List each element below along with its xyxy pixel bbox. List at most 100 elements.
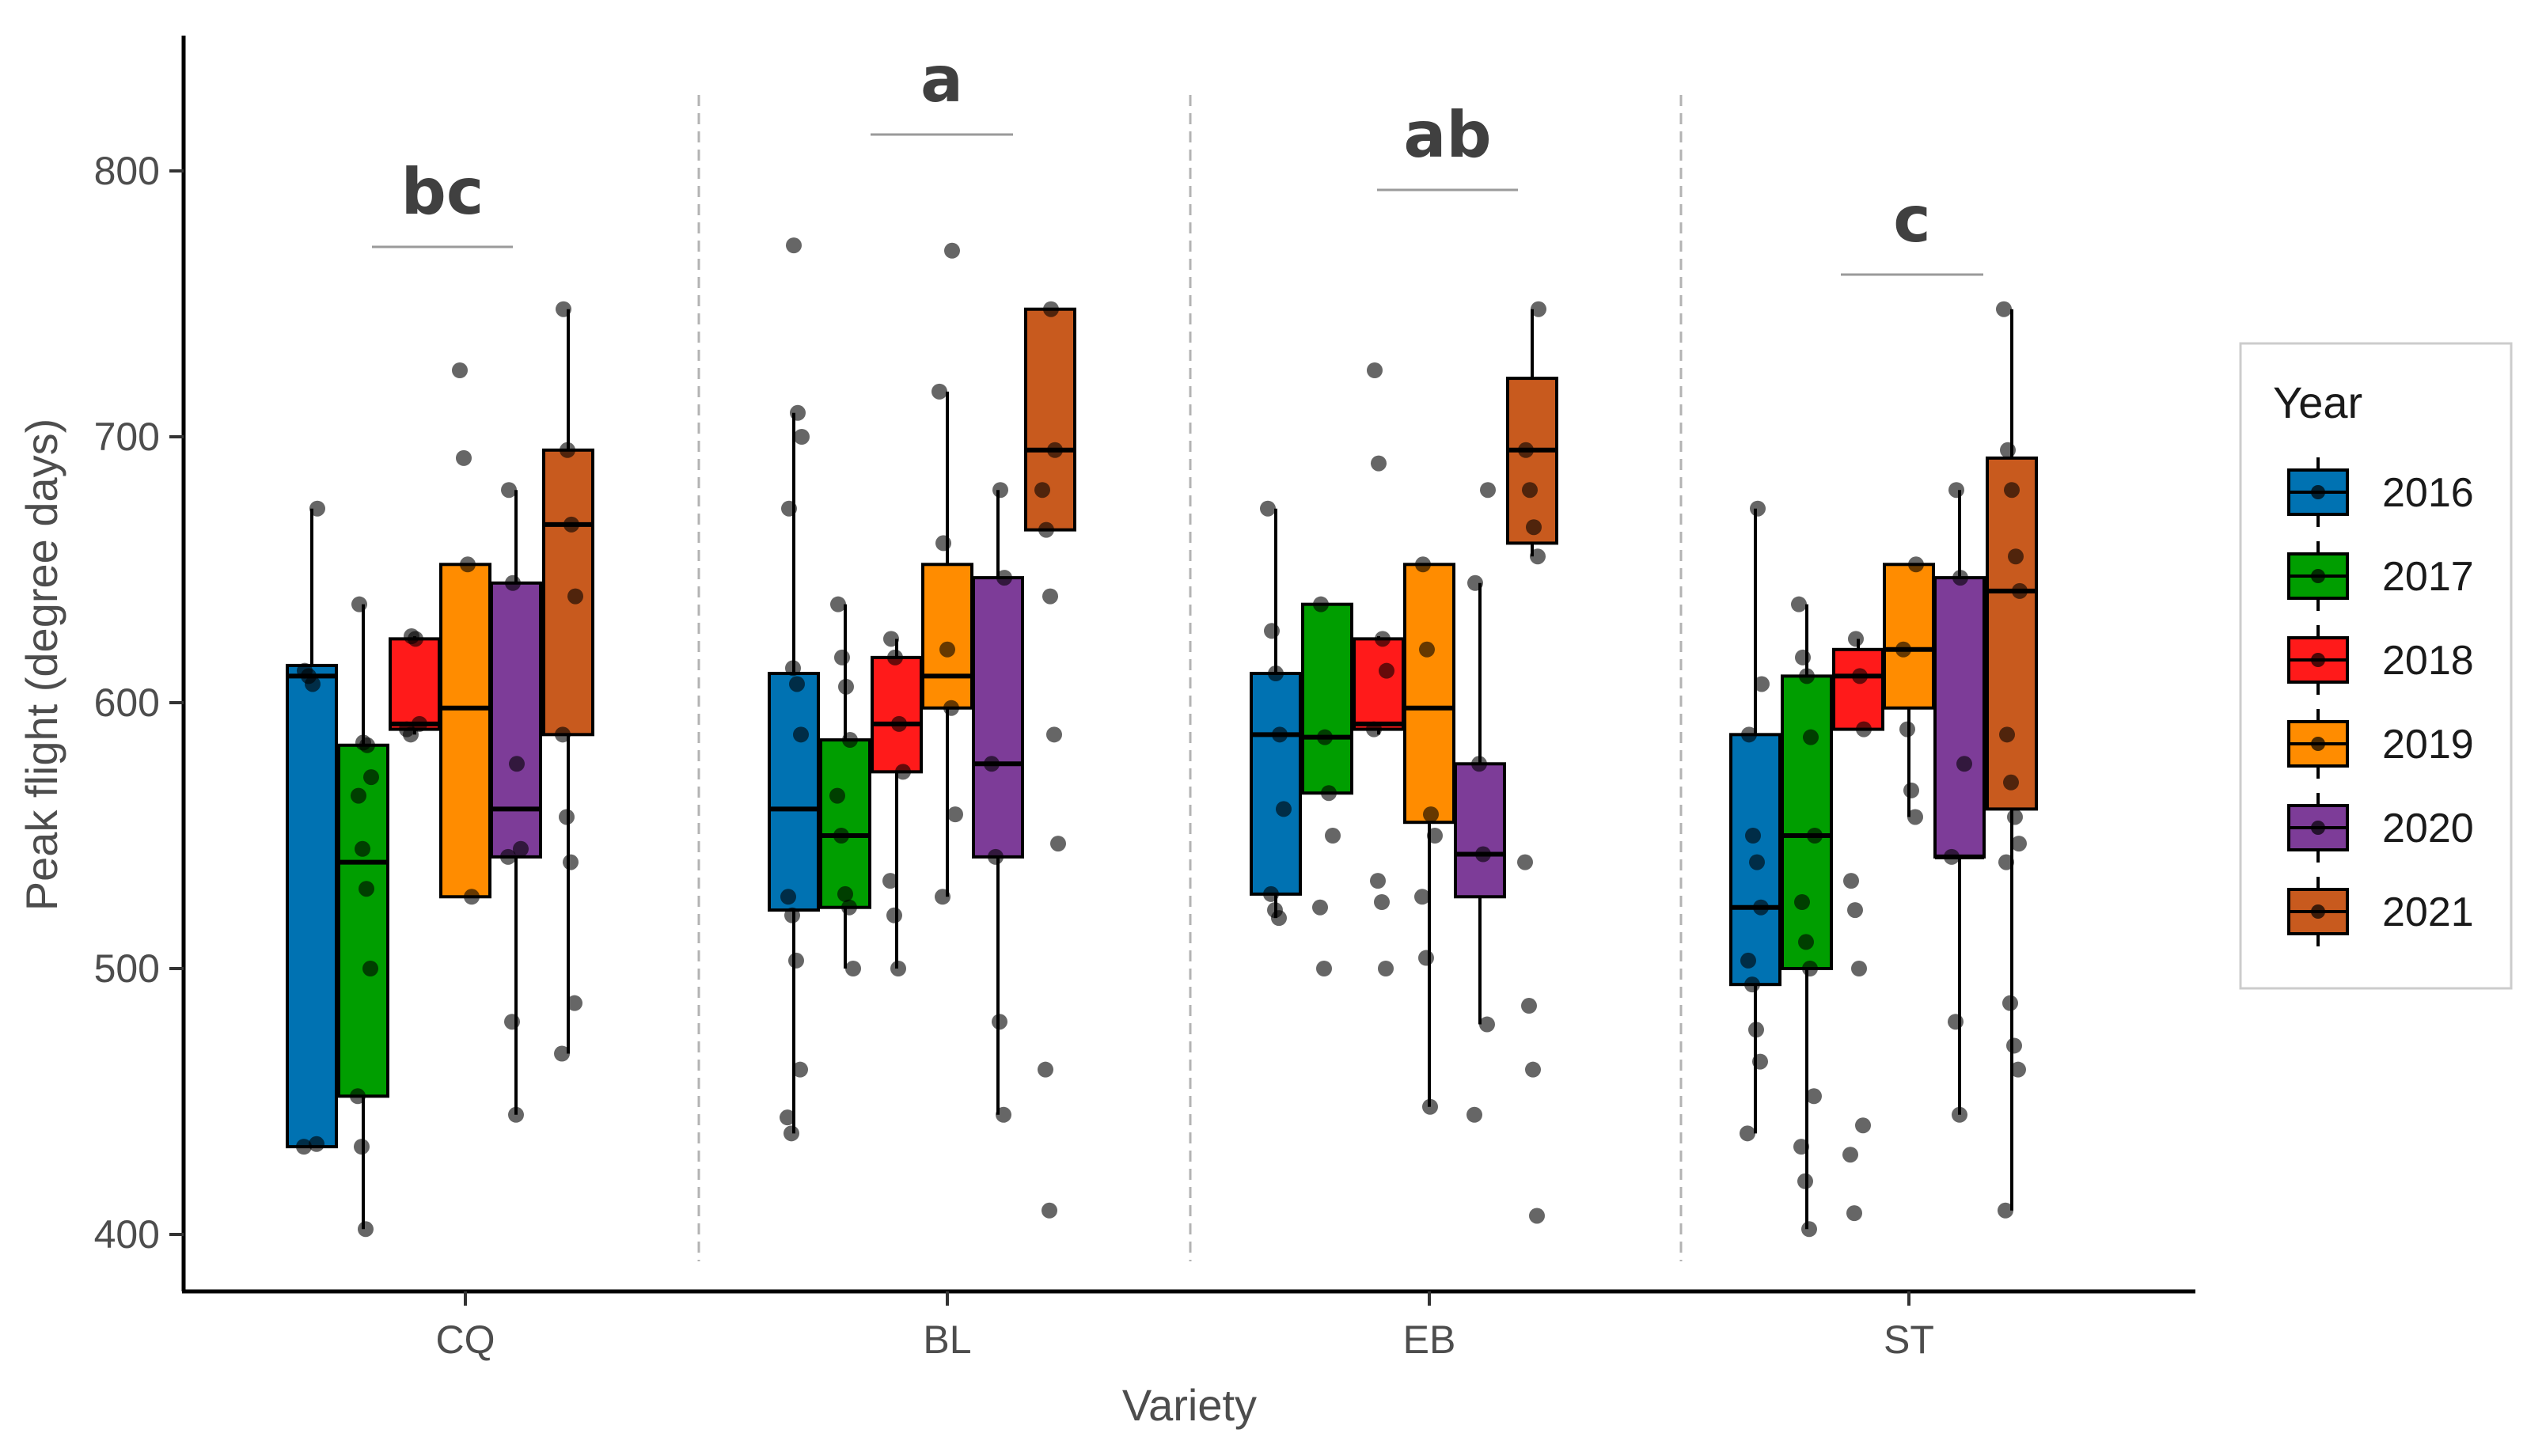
data-point: [1379, 662, 1394, 679]
data-point: [841, 899, 857, 916]
box-BL-2016: [768, 672, 820, 912]
data-point: [2004, 482, 2020, 499]
data-point: [1038, 521, 1054, 538]
data-point: [1996, 301, 2012, 317]
data-point: [895, 764, 911, 780]
y-ticks: 400 500 600 700 800: [94, 149, 184, 1257]
data-point: [1371, 455, 1387, 472]
data-point: [1899, 721, 1915, 737]
legend-key-point: [2311, 904, 2325, 919]
x-tick-label: EB: [1403, 1318, 1456, 1362]
data-point: [1418, 950, 1434, 966]
data-point: [460, 556, 476, 573]
data-point: [563, 854, 579, 870]
data-point: [943, 700, 959, 716]
data-point: [1047, 442, 1063, 458]
data-point: [1944, 848, 1960, 865]
data-point: [1529, 1208, 1545, 1224]
legend-label: 2020: [2382, 806, 2474, 851]
data-point: [939, 641, 955, 658]
data-point: [784, 1125, 799, 1142]
data-point: [559, 809, 575, 825]
box-ST-2018: [1832, 647, 1884, 731]
data-point: [350, 1088, 366, 1105]
legend-label: 2016: [2382, 470, 2474, 516]
y-tick-label: 800: [94, 149, 160, 193]
data-point: [1378, 961, 1394, 976]
data-point: [556, 301, 571, 317]
data-point: [1793, 1139, 1809, 1155]
data-point: [984, 756, 1000, 772]
data-point: [1471, 756, 1487, 772]
data-point: [1999, 726, 2015, 743]
legend-label: 2018: [2382, 638, 2474, 684]
data-point: [296, 1139, 312, 1155]
data-point: [2003, 774, 2019, 791]
data-point: [781, 500, 797, 517]
data-point: [1317, 729, 1333, 745]
data-point: [786, 237, 802, 254]
data-point: [1375, 631, 1391, 647]
data-point: [351, 596, 367, 612]
data-point: [1272, 726, 1288, 743]
data-point: [1752, 1053, 1768, 1070]
data-point: [1801, 1221, 1817, 1238]
data-point: [1846, 1205, 1862, 1222]
data-point: [1042, 588, 1058, 605]
significance-label: bc: [401, 155, 484, 229]
box-CQ-2018: [389, 637, 441, 731]
data-point: [1748, 1022, 1764, 1038]
box-ST-2019: [1883, 563, 1935, 710]
data-point: [1998, 854, 2014, 870]
data-point: [788, 952, 804, 969]
data-point: [1321, 785, 1337, 802]
data-point: [1366, 721, 1382, 737]
data-point: [363, 769, 379, 786]
data-point: [935, 889, 950, 905]
data-point: [501, 482, 517, 499]
data-point: [563, 516, 579, 533]
data-point: [793, 726, 809, 743]
data-point: [1908, 556, 1924, 573]
significance-label: a: [920, 43, 963, 116]
data-point: [567, 995, 582, 1011]
box-EB-2018: [1353, 637, 1405, 731]
data-point: [554, 1045, 570, 1062]
data-point: [1803, 729, 1819, 745]
legend-key-point: [2311, 485, 2325, 499]
data-point: [988, 848, 1004, 865]
data-point: [996, 1106, 1011, 1123]
data-point: [297, 662, 313, 679]
data-point: [829, 787, 845, 804]
data-point: [886, 907, 902, 923]
legend-key-point: [2311, 737, 2325, 751]
data-point: [567, 588, 583, 605]
jitter-points: [296, 237, 2028, 1238]
data-point: [1952, 570, 1968, 586]
data-point: [1264, 623, 1280, 639]
data-point: [2008, 548, 2024, 565]
x-ticks: CQ BL EB ST: [436, 1291, 1934, 1362]
data-point: [354, 1139, 370, 1155]
legend-key-point: [2311, 569, 2325, 583]
data-point: [1046, 726, 1062, 743]
box-CQ-2021: [542, 448, 594, 737]
data-point: [882, 873, 898, 889]
data-point: [513, 840, 529, 857]
data-point: [790, 404, 806, 421]
data-point: [1753, 899, 1769, 916]
data-point: [883, 631, 899, 647]
box-BL-2019: [921, 563, 973, 710]
data-point: [359, 881, 374, 897]
data-point: [947, 806, 963, 823]
data-point: [2010, 1061, 2026, 1078]
data-point: [887, 649, 903, 665]
data-point: [1034, 482, 1050, 499]
data-point: [1475, 846, 1491, 863]
data-point: [1855, 1117, 1871, 1134]
data-point: [1276, 801, 1292, 817]
data-point: [1807, 828, 1823, 844]
data-point: [992, 482, 1008, 499]
data-point: [1042, 1202, 1057, 1219]
